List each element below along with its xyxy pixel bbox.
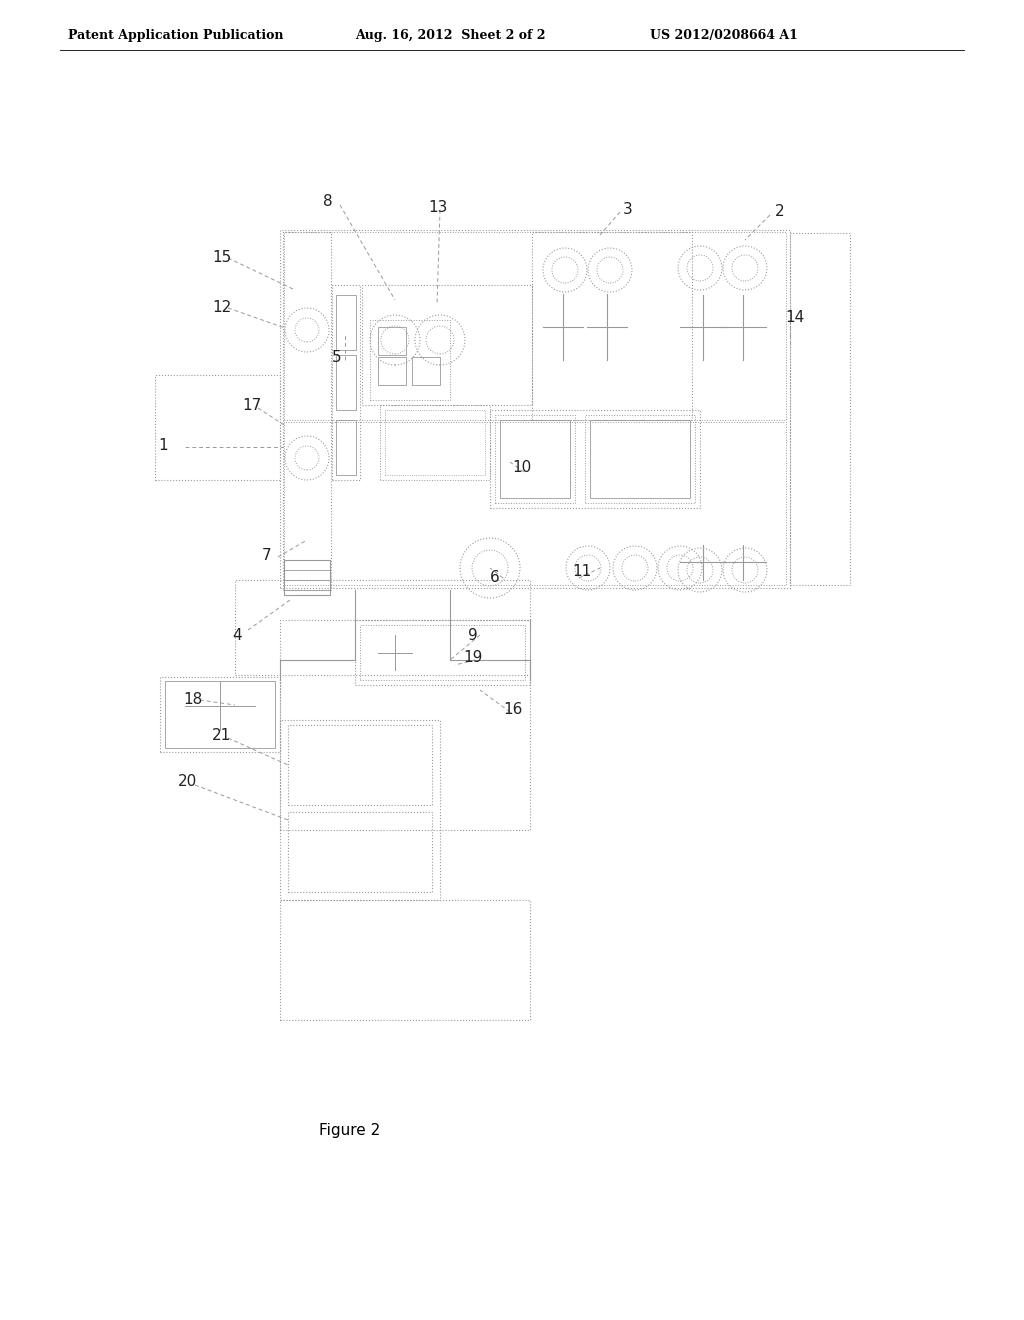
Bar [280,230,790,587]
Bar [288,812,432,892]
Bar [336,294,356,350]
Text: 19: 19 [463,651,482,665]
Text: 2: 2 [775,205,784,219]
Bar [336,355,356,411]
Bar [532,232,692,420]
Bar [280,719,440,900]
Text: 9: 9 [468,627,478,643]
Bar [283,232,331,590]
Bar [284,232,786,420]
Bar [336,420,356,475]
Bar [284,422,786,585]
Text: 20: 20 [178,775,198,789]
Text: 5: 5 [332,350,342,364]
Bar [280,620,530,830]
Text: 16: 16 [503,702,522,718]
Bar [284,560,330,595]
Text: Patent Application Publication: Patent Application Publication [68,29,284,41]
Bar [165,681,275,748]
Bar [280,900,530,1020]
Bar [378,356,406,385]
Text: 3: 3 [623,202,633,218]
Text: 11: 11 [572,565,591,579]
Text: 17: 17 [242,399,261,413]
Bar [790,234,850,585]
Bar [355,620,530,685]
Text: 6: 6 [490,570,500,586]
Bar [385,411,485,475]
Bar [234,579,530,675]
Text: 21: 21 [212,727,231,742]
Text: 1: 1 [158,437,168,453]
Bar [360,624,525,680]
Text: 8: 8 [323,194,333,210]
Bar [590,420,690,498]
Bar [370,319,450,400]
Text: US 2012/0208664 A1: US 2012/0208664 A1 [650,29,798,41]
Text: 7: 7 [262,548,271,562]
Bar [332,285,360,480]
Text: Aug. 16, 2012  Sheet 2 of 2: Aug. 16, 2012 Sheet 2 of 2 [355,29,546,41]
Bar [490,411,700,508]
Text: 13: 13 [428,201,447,215]
Bar [362,285,532,405]
Text: 14: 14 [785,310,804,326]
Bar [160,677,280,752]
Bar [155,375,280,480]
Text: Figure 2: Figure 2 [319,1122,381,1138]
Bar [380,405,490,480]
Bar [378,327,406,355]
Text: 15: 15 [212,251,231,265]
Text: 12: 12 [212,300,231,314]
Text: 18: 18 [183,693,203,708]
Bar [495,414,575,503]
Bar [585,414,695,503]
Bar [288,725,432,805]
Bar [500,420,570,498]
Bar [412,356,440,385]
Text: 10: 10 [512,461,531,475]
Text: 4: 4 [232,627,242,643]
